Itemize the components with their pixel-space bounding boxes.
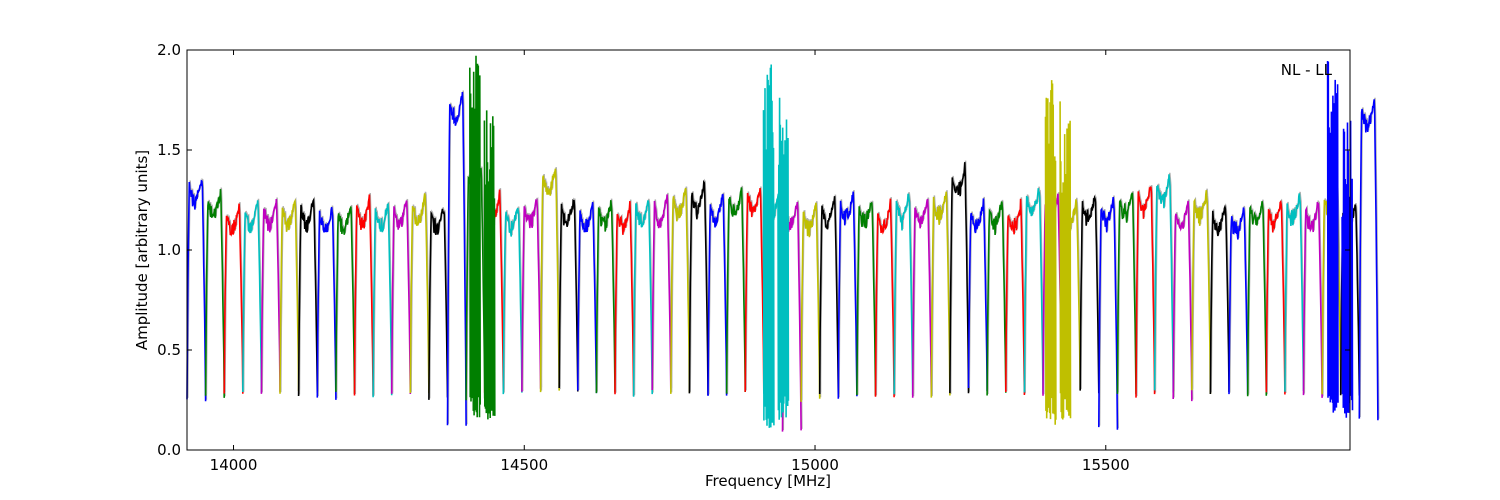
band-series-line — [967, 198, 988, 392]
x-tick-label: 14000 — [210, 456, 258, 474]
band-series-line — [204, 189, 225, 398]
band-shadow-line — [1284, 191, 1306, 391]
y-axis-label: Amplitude [arbitrary units] — [133, 150, 151, 350]
band-series-line — [670, 187, 691, 394]
band-series-line — [651, 194, 672, 391]
band-series-line — [1005, 198, 1026, 396]
band-series-line — [1228, 207, 1249, 395]
band-series-line — [428, 208, 449, 400]
band-series-line — [539, 168, 560, 393]
band-series-line — [558, 198, 579, 392]
band-series-line — [911, 198, 933, 398]
band-shadow-line — [1191, 188, 1212, 393]
band-series-line — [614, 201, 635, 397]
band-series-line — [521, 198, 542, 392]
band-series-line — [632, 200, 653, 397]
spike-series-line — [1326, 60, 1339, 413]
band-series-line — [1172, 200, 1193, 402]
band-series-line — [1135, 186, 1156, 398]
spike-series-line — [777, 97, 790, 420]
band-series-line — [316, 207, 337, 400]
annotation-label: NL - LL — [1281, 61, 1333, 79]
band-series-line — [335, 206, 356, 394]
band-series-line — [1153, 174, 1174, 393]
band-series-line — [874, 198, 895, 398]
band-series-line — [279, 198, 300, 394]
band-series-line — [1209, 204, 1230, 395]
y-tick-label: 0.0 — [157, 441, 181, 459]
x-tick-label: 15000 — [791, 456, 839, 474]
band-series-line — [1098, 197, 1119, 430]
band-series-line — [1265, 200, 1286, 395]
band-shadow-line — [242, 198, 263, 392]
series-layer — [186, 55, 1380, 432]
spike-series-line — [483, 110, 496, 420]
band-series-line — [1191, 190, 1212, 394]
band-series-line — [1079, 194, 1100, 394]
band-series-line — [297, 197, 319, 397]
band-series-line — [949, 162, 970, 394]
x-axis-label: Frequency [MHz] — [705, 472, 831, 490]
x-tick-label: 14500 — [500, 456, 548, 474]
y-tick-label: 0.5 — [157, 341, 181, 359]
band-series-line — [390, 200, 412, 395]
band-series-line — [893, 193, 914, 396]
spike-series-line — [762, 64, 775, 428]
band-series-line — [1358, 99, 1379, 421]
band-series-line — [725, 187, 746, 394]
band-series-line — [818, 196, 840, 396]
band-series-line — [744, 188, 765, 392]
band-series-line — [409, 193, 430, 394]
band-series-line — [186, 179, 207, 402]
band-series-line — [1302, 202, 1323, 398]
band-series-line — [707, 193, 728, 396]
band-series-line — [837, 191, 858, 399]
y-tick-label: 2.0 — [157, 41, 181, 59]
band-series-line — [372, 202, 393, 398]
spike-series-line — [1059, 101, 1072, 420]
ticks-layer: 14000 14500 15000 15500 0.0 0.5 1.0 1.5 2.0 — [157, 41, 1350, 474]
band-series-line — [223, 203, 244, 394]
band-series-line — [595, 200, 616, 394]
spike-series-line — [1044, 80, 1057, 425]
band-series-line — [688, 179, 709, 396]
band-series-line — [1116, 192, 1137, 395]
band-series-line — [242, 200, 263, 393]
x-tick-label: 15500 — [1082, 456, 1130, 474]
band-series-line — [502, 207, 523, 395]
band-series-line — [260, 198, 281, 394]
band-series-line — [1023, 188, 1044, 394]
band-shadow-line — [391, 198, 412, 393]
band-series-line — [856, 202, 877, 396]
band-series-line — [1284, 193, 1305, 392]
band-series-line — [1246, 201, 1268, 397]
band-series-line — [353, 194, 374, 396]
band-series-line — [986, 201, 1007, 396]
y-tick-label: 1.0 — [157, 241, 181, 259]
y-tick-label: 1.5 — [157, 141, 181, 159]
band-series-line — [446, 91, 467, 426]
band-series-line — [930, 191, 951, 398]
band-series-line — [800, 202, 821, 402]
band-shadow-line — [801, 201, 822, 401]
spike-series-line — [469, 55, 481, 418]
spike-series-line — [1341, 120, 1354, 418]
band-series-line — [577, 201, 598, 394]
